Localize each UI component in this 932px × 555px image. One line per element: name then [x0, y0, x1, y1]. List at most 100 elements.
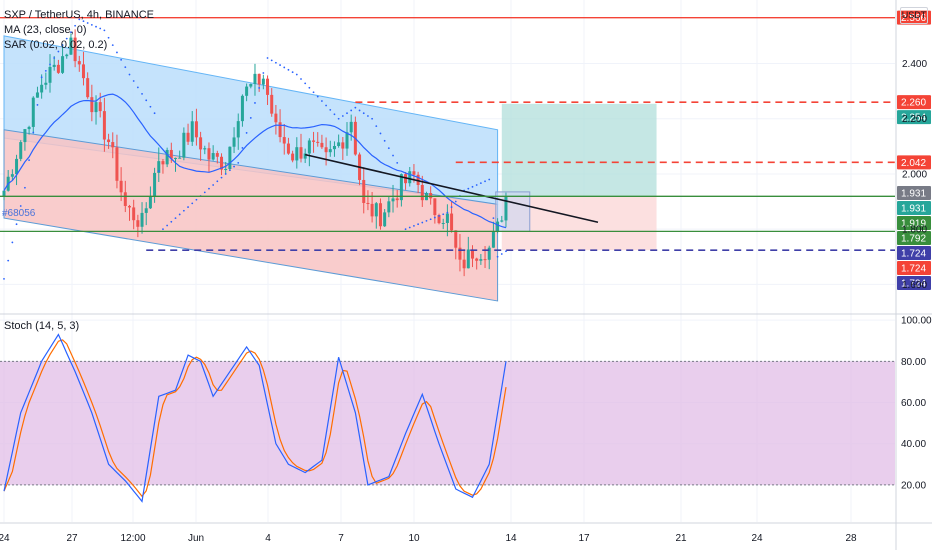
sar-dot-37: [157, 170, 160, 173]
candle-body-76: [320, 142, 324, 148]
sar-dot-91: [383, 139, 386, 142]
sar-dot-114: [479, 182, 482, 185]
sar-dot-30: [128, 73, 131, 76]
candle-body-40: [169, 149, 173, 159]
sar-dot-0: [3, 277, 5, 280]
sar-dot-28: [120, 58, 123, 61]
price-label-2: 2.254: [901, 113, 926, 124]
sar-dot-16: [70, 31, 72, 34]
price-level-lines: [0, 17, 895, 251]
sar-dot-6: [28, 159, 30, 162]
sar-dot-20: [86, 22, 89, 24]
stoch-y-tick-4: 100.00: [901, 316, 932, 327]
candle-body-47: [199, 137, 203, 150]
candle-body-61: [257, 73, 261, 85]
candle-body-57: [240, 95, 244, 122]
sar-dot-13: [57, 50, 60, 53]
candle-body-11: [48, 66, 52, 83]
sar-dot-45: [191, 202, 194, 205]
candle-body-0: [2, 190, 6, 197]
sar-dot-93: [392, 154, 394, 157]
candle-body-30: [127, 205, 131, 208]
candle-body-48: [203, 148, 207, 150]
candle-body-33: [140, 212, 144, 227]
sar-dot-113: [475, 184, 478, 186]
candle-body-26: [111, 142, 115, 148]
sar-dot-115: [484, 180, 486, 183]
candle-body-35: [148, 196, 152, 209]
price-label-box-9: [897, 260, 931, 275]
price-label-box-7: [897, 230, 931, 245]
indicators: [3, 18, 599, 280]
stoch-legend[interactable]: Stoch (14, 5, 3): [4, 320, 80, 332]
candle-body-23: [98, 102, 102, 112]
candle-body-72: [303, 153, 307, 159]
sar-dot-61: [258, 87, 261, 89]
candle-body-88: [370, 203, 374, 217]
candle-body-42: [178, 157, 182, 159]
sar-dot-96: [404, 228, 407, 231]
sar-dot-46: [195, 198, 198, 201]
sar-legend[interactable]: SAR (0.02, 0.02, 0.2): [4, 39, 108, 51]
sar-dot-83: [350, 109, 353, 112]
candle-body-54: [228, 146, 232, 170]
candle-body-104: [437, 215, 441, 224]
sar-dot-3: [15, 223, 18, 226]
ma-legend[interactable]: MA (23, close, 0): [4, 24, 87, 36]
candle-body-45: [190, 121, 194, 142]
sar-dot-29: [124, 66, 127, 69]
candle-body-80: [337, 142, 341, 146]
candle-body-70: [295, 147, 299, 161]
sar-dot-23: [99, 27, 102, 30]
candle-body-103: [433, 198, 437, 216]
candle-body-17: [73, 37, 77, 62]
sar-dot-94: [396, 162, 399, 164]
x-tick-1: 27: [66, 533, 78, 544]
sar-dot-36: [153, 112, 156, 115]
candle-body-24: [102, 111, 106, 140]
candle-body-105: [441, 222, 445, 224]
candle-body-66: [278, 122, 282, 138]
currency-button[interactable]: USDT: [900, 7, 928, 24]
sar-dot-105: [442, 213, 445, 216]
sar-dot-53: [224, 173, 227, 175]
x-tick-11: 28: [845, 533, 857, 544]
candle-body-111: [466, 249, 470, 269]
candle-body-44: [186, 132, 190, 142]
stoch-y-tick-2: 60.00: [901, 398, 926, 409]
sar-dot-74: [312, 91, 315, 94]
price-label-5: 1.931: [901, 203, 926, 214]
candle-body-108: [454, 230, 458, 248]
x-tick-9: 21: [675, 533, 687, 544]
sar-dot-82: [346, 112, 348, 115]
sar-dot-75: [316, 95, 319, 98]
candle-body-62: [261, 78, 265, 85]
candle-body-36: [153, 172, 157, 197]
price-label-1: 2.260: [901, 98, 926, 109]
sar-dot-99: [417, 223, 420, 226]
sar-dot-107: [450, 206, 453, 208]
candle-body-67: [282, 137, 286, 144]
sar-dot-65: [274, 61, 277, 64]
stoch-y-tick-1: 40.00: [901, 439, 926, 450]
candle-body-110: [462, 259, 466, 269]
price-label-9: 1.724: [901, 263, 926, 274]
candle-body-8: [35, 92, 39, 98]
sar-dot-73: [308, 86, 311, 89]
sar-dot-35: [149, 105, 152, 108]
candle-body-51: [215, 153, 219, 157]
sar-dot-2: [11, 241, 14, 244]
candle-body-20: [86, 78, 90, 98]
candle-body-106: [445, 213, 449, 223]
candle-body-69: [291, 153, 295, 161]
candle-body-63: [266, 78, 270, 95]
sar-dot-111: [467, 187, 470, 190]
sar-dot-4: [19, 205, 22, 207]
candle-body-107: [450, 213, 454, 231]
sar-dot-85: [358, 109, 361, 112]
sar-dot-64: [270, 59, 273, 62]
sar-dot-26: [111, 44, 114, 46]
sar-dot-44: [187, 206, 189, 208]
